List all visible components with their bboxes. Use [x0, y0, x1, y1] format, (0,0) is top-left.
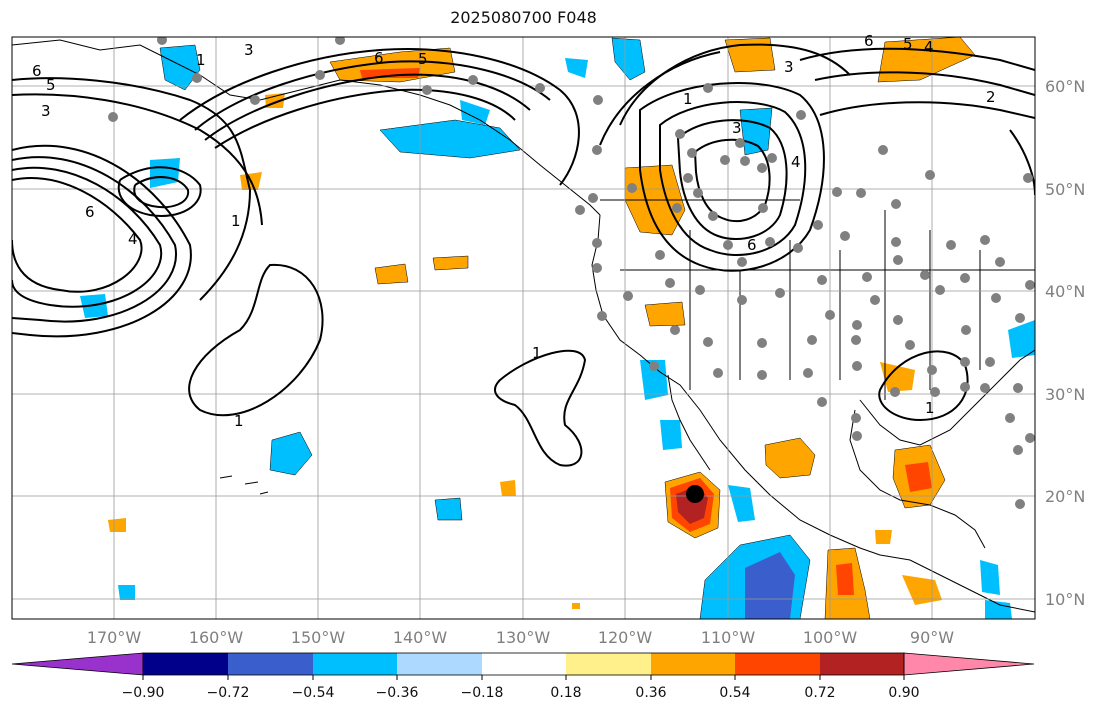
svg-text:3: 3	[41, 102, 51, 120]
graticule	[12, 37, 1035, 619]
colorbar-tick-label: 0.72	[804, 685, 835, 701]
svg-text:1: 1	[196, 51, 206, 69]
colorbar-segment	[228, 653, 313, 675]
contour-labels: 6 5 3 3 1 1 2 3 4 6 6 3 4 5 6 1 1 1 1 6 …	[32, 32, 996, 430]
contour-layer	[12, 43, 1035, 467]
svg-text:2: 2	[986, 88, 996, 106]
svg-text:10°N: 10°N	[1045, 590, 1085, 609]
map-title: 2025080700 F048	[450, 8, 597, 27]
colorbar-ticks	[142, 675, 905, 680]
latitude-labels: 60°N 50°N 40°N 30°N 20°N 10°N	[1045, 77, 1085, 609]
colorbar-tick-label: −0.54	[292, 685, 335, 701]
colorbar-tick-label: −0.36	[376, 685, 419, 701]
colorbar-segment	[11, 652, 144, 676]
svg-text:160°W: 160°W	[189, 628, 244, 647]
svg-text:6: 6	[747, 236, 757, 254]
colorbar-segment	[482, 653, 566, 675]
svg-text:3: 3	[732, 119, 742, 137]
colorbar-tick-label: 0.18	[550, 685, 581, 701]
colorbar-tick-label: −0.18	[461, 685, 504, 701]
colorbar-segment	[651, 653, 735, 675]
svg-text:40°N: 40°N	[1045, 282, 1085, 301]
map-frame	[11, 36, 1036, 620]
svg-text:90°W: 90°W	[910, 628, 954, 647]
map-background	[12, 37, 1035, 619]
colorbar-tick-label: 0.36	[635, 685, 666, 701]
svg-text:100°W: 100°W	[803, 628, 858, 647]
svg-text:1: 1	[925, 399, 935, 417]
svg-text:1: 1	[234, 412, 244, 430]
colorbar: −0.90 −0.72 −0.54 −0.36 −0.18 0.18 0.36 …	[11, 652, 1035, 701]
svg-text:6: 6	[32, 62, 42, 80]
colorbar-tick-label: 0.90	[888, 685, 919, 701]
svg-text:150°W: 150°W	[291, 628, 346, 647]
svg-text:4: 4	[924, 38, 934, 56]
svg-text:5: 5	[46, 76, 56, 94]
longitude-labels: 170°W 160°W 150°W 140°W 130°W 120°W 110°…	[87, 628, 954, 647]
colorbar-segment	[397, 653, 482, 675]
colorbar-tick-label: −0.72	[207, 685, 250, 701]
svg-text:3: 3	[244, 41, 254, 59]
colorbar-segment	[820, 653, 904, 675]
svg-text:130°W: 130°W	[496, 628, 551, 647]
svg-text:4: 4	[128, 230, 138, 248]
svg-text:6: 6	[85, 203, 95, 221]
colorbar-segment	[313, 653, 397, 675]
colorbar-segment	[143, 653, 228, 675]
svg-text:20°N: 20°N	[1045, 487, 1085, 506]
svg-text:4: 4	[791, 153, 801, 171]
colorbar-segment	[566, 653, 651, 675]
svg-text:6: 6	[374, 49, 384, 67]
svg-text:5: 5	[903, 35, 913, 53]
svg-text:140°W: 140°W	[393, 628, 448, 647]
svg-text:170°W: 170°W	[87, 628, 142, 647]
svg-text:5: 5	[418, 50, 428, 68]
coastline-layer	[12, 39, 1035, 613]
svg-text:3: 3	[784, 58, 794, 76]
svg-text:1: 1	[683, 90, 693, 108]
svg-text:60°N: 60°N	[1045, 77, 1085, 96]
svg-text:6: 6	[864, 32, 874, 50]
colorbar-tick-label: 0.54	[719, 685, 750, 701]
storm-center-marker	[686, 485, 704, 503]
colorbar-segment	[903, 652, 1035, 676]
colorbar-segment	[735, 653, 820, 675]
station-markers	[108, 37, 1035, 509]
svg-text:110°W: 110°W	[701, 628, 756, 647]
colorbar-tick-label: −0.90	[122, 685, 165, 701]
svg-text:120°W: 120°W	[598, 628, 653, 647]
svg-text:1: 1	[231, 212, 241, 230]
svg-text:30°N: 30°N	[1045, 385, 1085, 404]
svg-text:1: 1	[532, 344, 542, 362]
svg-text:50°N: 50°N	[1045, 180, 1085, 199]
